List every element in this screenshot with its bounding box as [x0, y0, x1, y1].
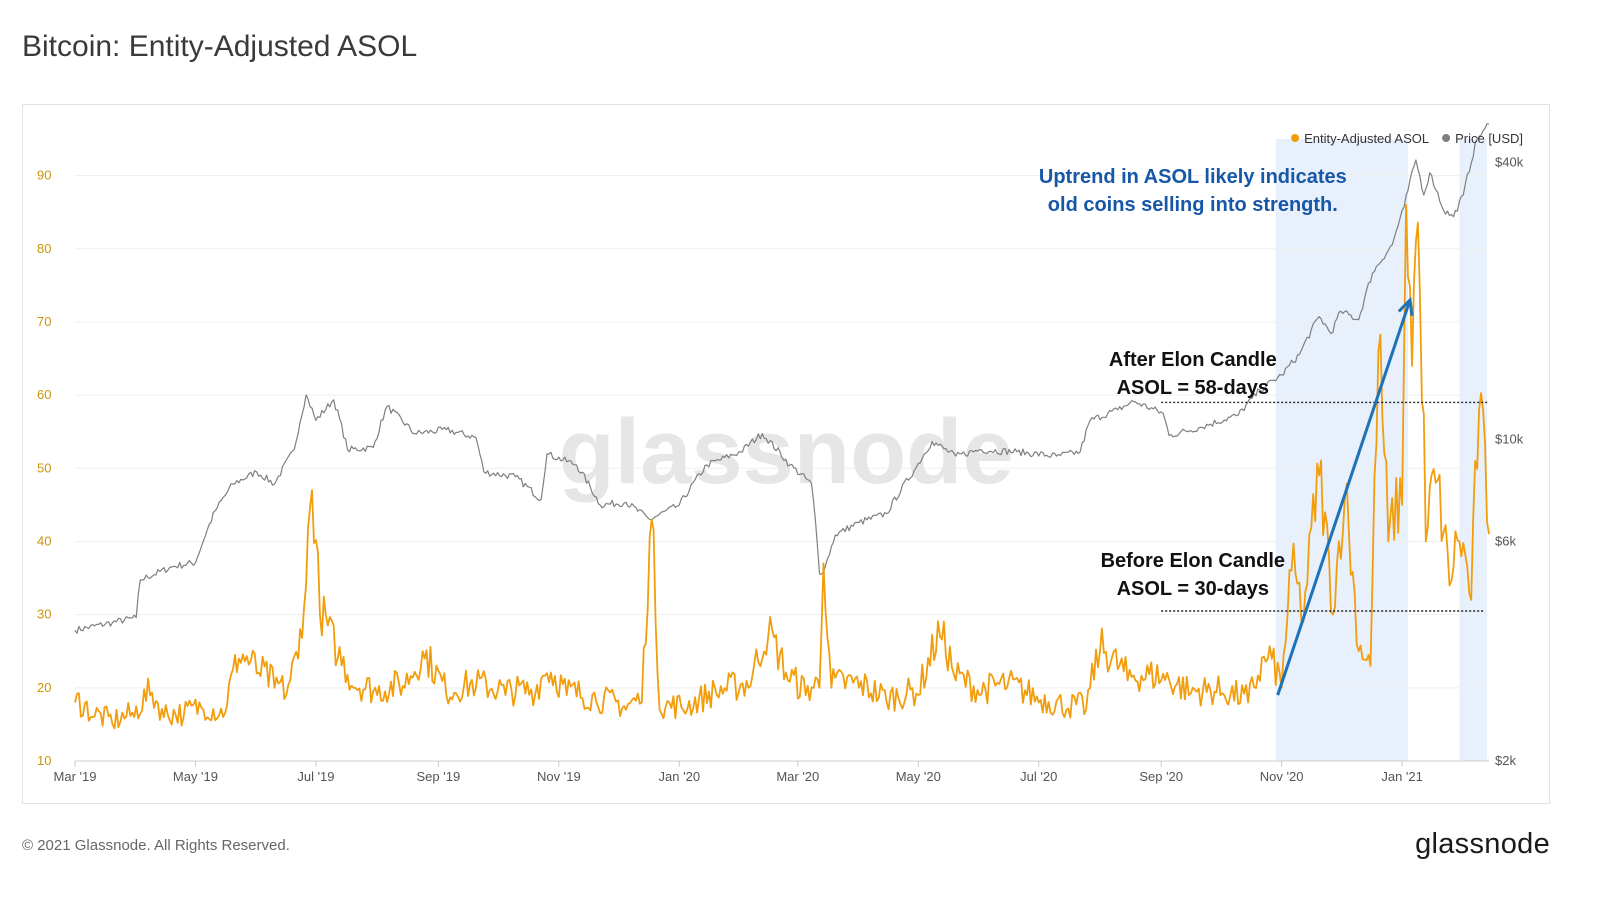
- y-left-tick-label: 90: [37, 168, 51, 183]
- x-tick-label: Sep '19: [417, 769, 461, 784]
- x-tick-label: Mar '20: [776, 769, 819, 784]
- x-tick-label: Sep '20: [1139, 769, 1183, 784]
- shaded-region-1: [1275, 139, 1409, 761]
- glassnode-logo[interactable]: glassnode: [1415, 828, 1550, 860]
- y-left-tick-label: 40: [37, 533, 51, 548]
- trend-arrow-shaft: [1276, 299, 1412, 696]
- annotation-1-line: Uptrend in ASOL likely indicates: [1039, 166, 1347, 188]
- x-axis: Mar '19 May '19 Jul '19 Sep '19 Nov '19 Jan '…: [54, 761, 1423, 784]
- copyright-footer: © 2021 Glassnode. All Rights Reserved.: [22, 837, 290, 854]
- x-tick-label: May '19: [173, 769, 218, 784]
- grid-lines: [75, 175, 1489, 762]
- x-tick-label: Jul '20: [1020, 769, 1057, 784]
- asol-line: [74, 204, 1490, 730]
- y-left-tick-label: 50: [37, 460, 51, 475]
- x-tick-label: Mar '19: [54, 769, 97, 784]
- shaded-region-2: [1459, 139, 1488, 761]
- annotations: Uptrend in ASOL likely indicates old coin…: [1039, 166, 1347, 600]
- annotation-2-line: After Elon Candle: [1109, 349, 1277, 371]
- legend-item-label: Price [USD]: [1455, 131, 1523, 146]
- legend-item-label: Entity-Adjusted ASOL: [1304, 131, 1429, 146]
- y-left-tick-label: 30: [37, 607, 51, 622]
- price-line: [74, 123, 1490, 634]
- legend-item-marker: [1442, 134, 1451, 142]
- y-left-tick-label: 60: [37, 387, 51, 402]
- x-tick-label: May '20: [896, 769, 941, 784]
- trend-arrow: [1276, 296, 1414, 696]
- annotation-1-line: old coins selling into strength.: [1048, 194, 1338, 216]
- y-right-tick-label: $6k: [1495, 534, 1516, 549]
- y-right-tick-label: $40k: [1495, 155, 1524, 170]
- x-tick-label: Nov '20: [1260, 769, 1304, 784]
- x-tick-label: Nov '19: [537, 769, 581, 784]
- y-axis-right-ticks: $2k $6k $10k $40k: [1495, 155, 1524, 768]
- y-left-tick-label: 70: [37, 314, 51, 329]
- x-tick-label: Jul '19: [297, 769, 334, 784]
- x-tick-label: Jan '20: [659, 769, 701, 784]
- annotation-2-line: ASOL = 58-days: [1117, 377, 1269, 399]
- y-left-tick-label: 20: [37, 680, 51, 695]
- trend-arrow-head: [1397, 296, 1414, 317]
- y-right-tick-label: $10k: [1495, 431, 1524, 446]
- annotation-3-line: ASOL = 30-days: [1117, 578, 1269, 600]
- reference-lines: [1161, 401, 1489, 612]
- y-left-tick-label: 10: [37, 753, 51, 768]
- annotation-3-line: Before Elon Candle: [1101, 550, 1285, 572]
- page-title: Bitcoin: Entity-Adjusted ASOL: [22, 30, 418, 63]
- legend-item-marker: [1291, 134, 1300, 142]
- chart-frame: glassnode 10 20 30 40 50 60 70 80 90 $2k $6k $10k $…: [22, 104, 1550, 804]
- y-axis-left-ticks: 10 20 30 40 50 60 70 80 90: [37, 168, 51, 768]
- series-lines: [74, 123, 1490, 730]
- highlight-regions: [1275, 139, 1488, 761]
- y-left-tick-label: 80: [37, 241, 51, 256]
- legend[interactable]: Price [USD] Entity-Adjusted ASOL: [1291, 131, 1523, 146]
- watermark: glassnode: [558, 401, 1013, 503]
- x-tick-label: Jan '21: [1381, 769, 1423, 784]
- y-right-tick-label: $2k: [1495, 753, 1516, 768]
